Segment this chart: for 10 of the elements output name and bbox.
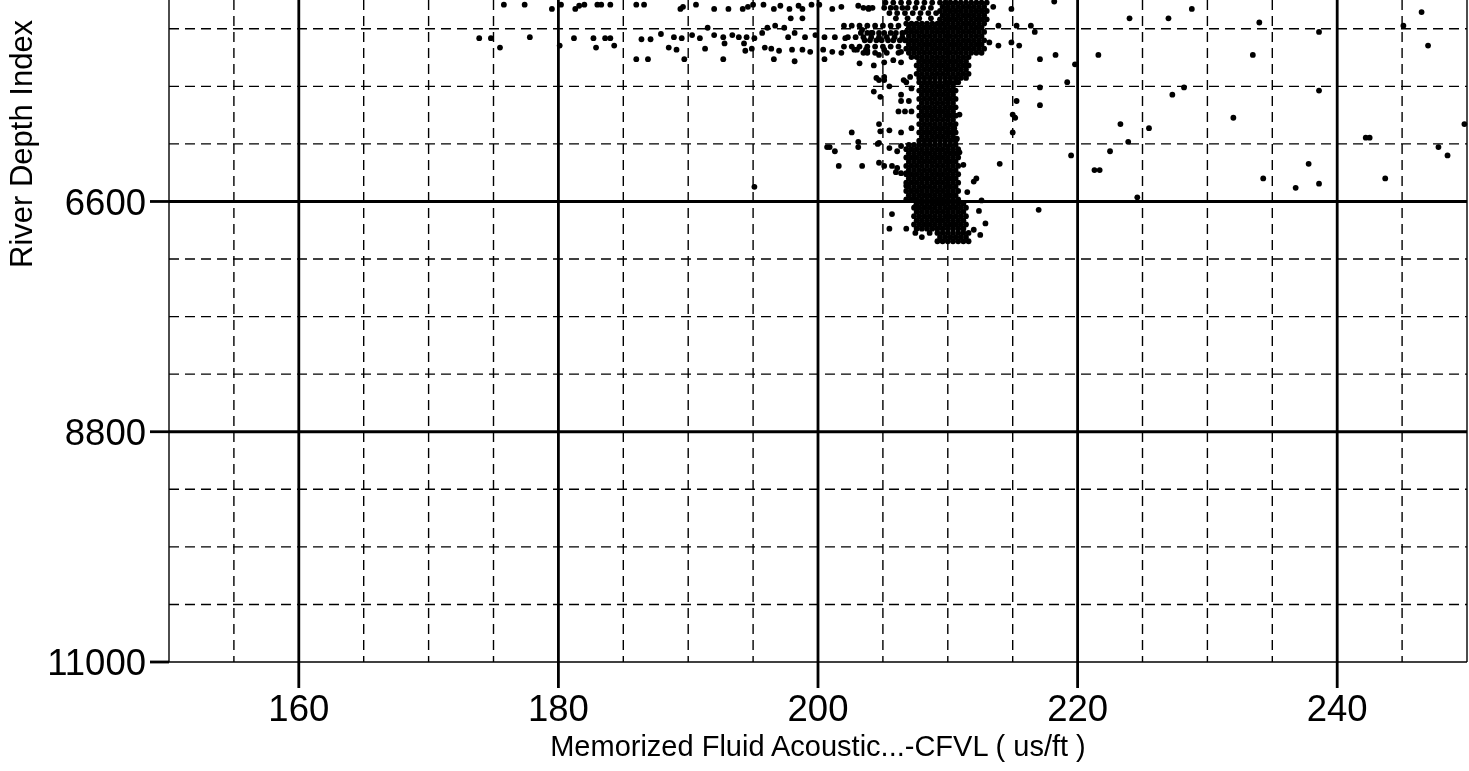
x-tick-label: 200 [787, 688, 849, 729]
x-tick-label: 240 [1306, 688, 1368, 729]
x-tick-label: 220 [1047, 688, 1109, 729]
x-tick-label: 180 [527, 688, 589, 729]
y-tick-label: 6600 [64, 181, 146, 223]
y-axis-title: River Depth Index [4, 19, 39, 268]
y-tick-label: 11000 [47, 642, 146, 684]
y-tick-label: 8800 [64, 411, 146, 453]
x-axis-title: Memorized Fluid Acoustic...-CFVL ( us/ft ) [550, 730, 1086, 762]
x-tick-label: 160 [268, 688, 330, 729]
